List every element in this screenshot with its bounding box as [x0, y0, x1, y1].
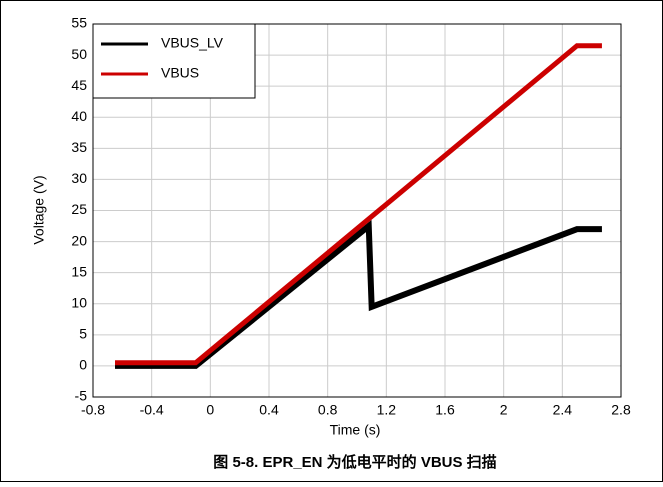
y-tick-label: 10 [71, 294, 87, 310]
series-line [115, 43, 602, 366]
y-tick-label: 5 [79, 326, 87, 342]
x-tick-label: 0.8 [318, 402, 338, 418]
x-tick-label: 0 [206, 402, 214, 418]
y-tick-label: 45 [71, 77, 87, 93]
series-line [115, 219, 602, 369]
x-tick-label: 2.8 [611, 402, 631, 418]
y-tick-label: 50 [71, 46, 87, 62]
legend-label: VBUS_LV [161, 35, 224, 51]
x-tick-label: 2 [500, 402, 508, 418]
x-tick-label: -0.4 [140, 402, 164, 418]
y-tick-label: 15 [71, 263, 87, 279]
y-tick-label: 35 [71, 139, 87, 155]
x-tick-label: 2.4 [553, 402, 573, 418]
y-tick-label: 55 [71, 15, 87, 31]
x-tick-label: -0.8 [81, 402, 105, 418]
y-tick-label: 40 [71, 108, 87, 124]
y-tick-label: -5 [75, 388, 88, 404]
caption: 图 5-8. EPR_EN 为低电平时的 VBUS 扫描 [213, 453, 496, 471]
y-tick-label: 20 [71, 232, 87, 248]
y-tick-label: 30 [71, 170, 87, 186]
legend-box [92, 23, 256, 99]
x-tick-label: 0.4 [259, 402, 279, 418]
x-tick-label: 1.6 [435, 402, 455, 418]
y-axis-label: Voltage (V) [31, 175, 47, 244]
x-axis-label: Time (s) [330, 422, 381, 438]
plot-frame [92, 23, 622, 398]
x-tick-label: 1.2 [377, 402, 397, 418]
legend-label: VBUS [161, 65, 199, 81]
y-tick-label: 0 [79, 357, 87, 373]
y-tick-label: 25 [71, 201, 87, 217]
